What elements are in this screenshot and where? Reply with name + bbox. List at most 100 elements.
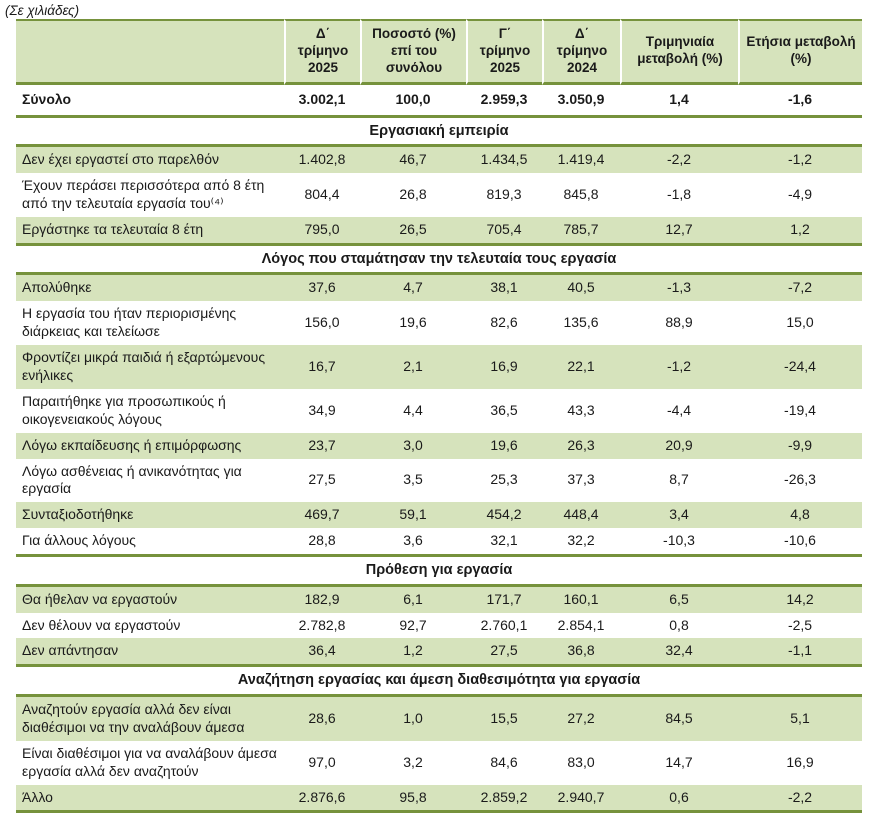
value-cell: 43,3 <box>542 388 620 433</box>
value-cell: 36,8 <box>542 638 620 668</box>
value-cell: -26,3 <box>738 458 862 503</box>
value-cell: -24,4 <box>738 344 862 389</box>
value-cell: 26,8 <box>360 172 466 217</box>
value-cell: 14,2 <box>738 586 862 613</box>
row-label: Για άλλους λόγους <box>16 528 284 558</box>
value-cell: -2,2 <box>620 147 738 173</box>
value-cell: 1.434,5 <box>466 147 542 173</box>
value-cell: 2,1 <box>360 344 466 389</box>
value-cell: 4,8 <box>738 502 862 529</box>
header-row: Δ΄ τρίμηνο 2025 Ποσοστό (%) επί του συνόλ… <box>16 19 862 85</box>
value-cell: -2,5 <box>738 612 862 639</box>
header-cell: Ετήσια μεταβολή (%) <box>738 19 862 85</box>
value-cell: 2.782,8 <box>284 612 360 639</box>
value-cell: 37,6 <box>284 275 360 302</box>
value-cell: 2.760,1 <box>466 612 542 639</box>
statistics-table: Δ΄ τρίμηνο 2025 Ποσοστό (%) επί του συνόλ… <box>16 19 862 813</box>
value-cell: 15,0 <box>738 301 862 345</box>
table-body: Σύνολο 3.002,1 100,0 2.959,3 3.050,9 1,4 -1,6 Ε… <box>16 84 862 813</box>
table-row: Δεν απάντησαν 36,4 1,2 27,5 36,8 32,4 -1,1 <box>16 638 862 668</box>
value-cell: 15,5 <box>466 696 542 741</box>
value-cell: 1.419,4 <box>542 147 620 173</box>
value-cell: -4,9 <box>738 172 862 217</box>
row-label: Θα ήθελαν να εργαστούν <box>16 586 284 613</box>
value-cell: 40,5 <box>542 275 620 302</box>
value-cell: -1,2 <box>620 344 738 389</box>
value-cell: 2.940,7 <box>542 784 620 813</box>
value-cell: 16,9 <box>466 344 542 389</box>
value-cell: -9,9 <box>738 432 862 459</box>
value-cell: 27,5 <box>284 458 360 503</box>
value-cell: 2.854,1 <box>542 612 620 639</box>
value-cell: -4,4 <box>620 388 738 433</box>
value-cell: 23,7 <box>284 432 360 459</box>
value-cell: 27,5 <box>466 638 542 668</box>
value-cell: 34,9 <box>284 388 360 433</box>
value-cell: 20,9 <box>620 432 738 459</box>
row-label: Εργάστηκε τα τελευταία 8 έτη <box>16 216 284 246</box>
value-cell: 0,6 <box>620 784 738 813</box>
value-cell: 2.876,6 <box>284 784 360 813</box>
table-row: Λόγω ασθένειας ή ανικανότητας για εργασί… <box>16 458 862 503</box>
value-cell: 3.002,1 <box>284 84 360 118</box>
value-cell: 3,6 <box>360 528 466 558</box>
value-cell: -1,2 <box>738 147 862 173</box>
table-row: Συνταξιοδοτήθηκε 469,7 59,1 454,2 448,4 3,4 4,… <box>16 502 862 529</box>
value-cell: 8,7 <box>620 458 738 503</box>
header-cell: Δ΄ τρίμηνο 2025 <box>284 19 360 85</box>
table-row: Λόγω εκπαίδευσης ή επιμόρφωσης 23,7 3,0 19,… <box>16 432 862 459</box>
value-cell: 83,0 <box>542 740 620 785</box>
value-cell: 171,7 <box>466 586 542 613</box>
value-cell: 25,3 <box>466 458 542 503</box>
value-cell: 0,8 <box>620 612 738 639</box>
value-cell: 97,0 <box>284 740 360 785</box>
value-cell: 84,5 <box>620 696 738 741</box>
value-cell: 819,3 <box>466 172 542 217</box>
value-cell: 3,4 <box>620 502 738 529</box>
value-cell: -1,6 <box>738 84 862 118</box>
section-header-row: Πρόθεση για εργασία <box>16 557 862 587</box>
section-header-row: Λόγος που σταμάτησαν την τελευταία τους … <box>16 245 862 276</box>
table-row: Απολύθηκε 37,6 4,7 38,1 40,5 -1,3 -7,2 <box>16 275 862 302</box>
row-label: Άλλο <box>16 784 284 813</box>
value-cell: 26,5 <box>360 216 466 246</box>
value-cell: 14,7 <box>620 740 738 785</box>
row-label: Παραιτήθηκε για προσωπικούς ή οικογενεια… <box>16 388 284 433</box>
value-cell: 100,0 <box>360 84 466 118</box>
value-cell: 3,2 <box>360 740 466 785</box>
value-cell: 6,1 <box>360 586 466 613</box>
value-cell: 36,5 <box>466 388 542 433</box>
table-row: Εργάστηκε τα τελευταία 8 έτη 795,0 26,5 705… <box>16 216 862 246</box>
value-cell: 1.402,8 <box>284 147 360 173</box>
table-row: Άλλο 2.876,6 95,8 2.859,2 2.940,7 0,6 -2,2 <box>16 784 862 813</box>
value-cell: 845,8 <box>542 172 620 217</box>
table-row: Δεν θέλουν να εργαστούν 2.782,8 92,7 2.760,… <box>16 612 862 639</box>
value-cell: -10,6 <box>738 528 862 558</box>
value-cell: 37,3 <box>542 458 620 503</box>
row-label: Έχουν περάσει περισσότερα από 8 έτη από … <box>16 172 284 217</box>
value-cell: 4,4 <box>360 388 466 433</box>
value-cell: 59,1 <box>360 502 466 529</box>
header-cell: Τριμηνιαία μεταβολή (%) <box>620 19 738 85</box>
value-cell: 1,0 <box>360 696 466 741</box>
value-cell: 1,4 <box>620 84 738 118</box>
value-cell: 32,1 <box>466 528 542 558</box>
value-cell: 84,6 <box>466 740 542 785</box>
table-header: Δ΄ τρίμηνο 2025 Ποσοστό (%) επί του συνόλ… <box>16 19 862 85</box>
row-label: Είναι διαθέσιμοι για να αναλάβουν άμεσα … <box>16 740 284 785</box>
value-cell: 22,1 <box>542 344 620 389</box>
section-header-row: Αναζήτηση εργασίας και άμεση διαθεσιμότη… <box>16 667 862 697</box>
value-cell: 156,0 <box>284 301 360 345</box>
value-cell: 1,2 <box>738 216 862 246</box>
value-cell: 95,8 <box>360 784 466 813</box>
value-cell: 32,2 <box>542 528 620 558</box>
value-cell: 3,5 <box>360 458 466 503</box>
section-title: Αναζήτηση εργασίας και άμεση διαθεσιμότη… <box>16 667 862 697</box>
table-row: Έχουν περάσει περισσότερα από 8 έτη από … <box>16 172 862 217</box>
value-cell: 88,9 <box>620 301 738 345</box>
table-row: Φροντίζει μικρά παιδιά ή εξαρτώμενους εν… <box>16 344 862 389</box>
value-cell: 795,0 <box>284 216 360 246</box>
value-cell: 5,1 <box>738 696 862 741</box>
table-row: Δεν έχει εργαστεί στο παρελθόν 1.402,8 46,… <box>16 147 862 173</box>
